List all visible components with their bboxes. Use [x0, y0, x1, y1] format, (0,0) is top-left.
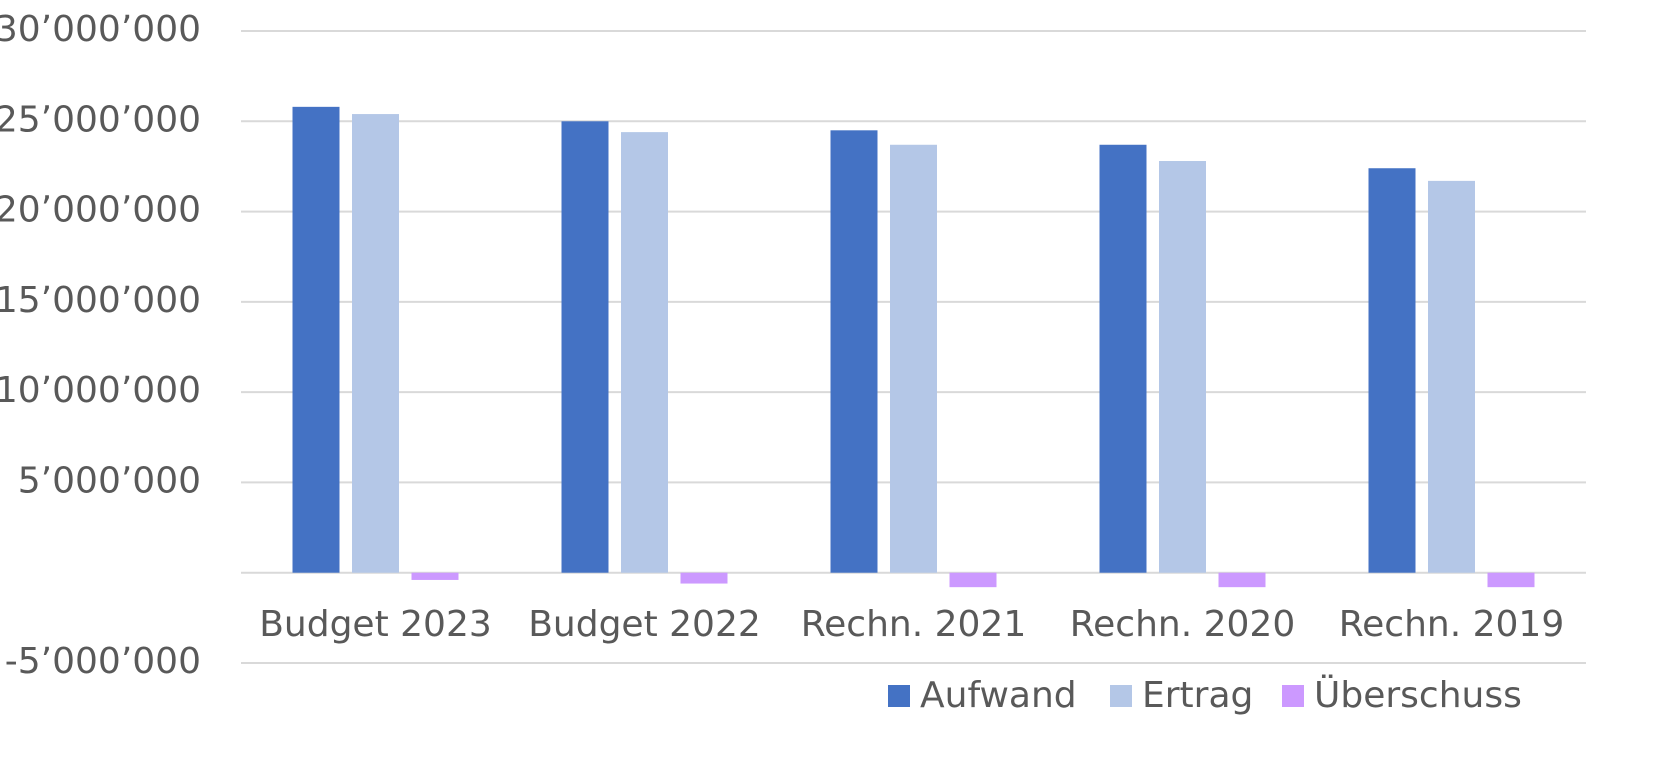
bar — [1159, 161, 1206, 573]
bar — [830, 130, 878, 573]
x-tick-label: Rechn. 2021 — [801, 604, 1026, 645]
y-tick-label: 5’000’000 — [18, 460, 201, 501]
bar — [890, 144, 937, 573]
legend-label: Aufwand — [920, 675, 1077, 716]
bar — [621, 132, 668, 573]
bar — [680, 572, 728, 584]
x-tick-label: Rechn. 2020 — [1070, 604, 1295, 645]
y-tick-label: -5’000’000 — [5, 641, 201, 682]
y-tick-label: 15’000’000 — [0, 280, 201, 321]
bar — [411, 572, 459, 580]
bar — [949, 572, 997, 588]
x-tick-label: Rechn. 2019 — [1339, 604, 1564, 645]
legend-swatch — [1282, 685, 1304, 707]
bar — [1368, 168, 1416, 573]
legend-label: Überschuss — [1314, 674, 1522, 716]
bar — [292, 106, 340, 573]
bar — [1099, 144, 1147, 573]
bar — [561, 121, 609, 573]
y-tick-label: 20’000’000 — [0, 190, 201, 231]
bar — [352, 114, 399, 573]
bar — [1487, 572, 1535, 588]
legend-swatch — [1110, 685, 1132, 707]
y-tick-label: 30’000’000 — [0, 9, 201, 50]
legend-swatch — [888, 685, 910, 707]
y-tick-label: 25’000’000 — [0, 99, 201, 140]
x-tick-label: Budget 2022 — [528, 604, 761, 645]
bar — [1218, 572, 1266, 588]
bar — [1428, 180, 1475, 573]
legend-label: Ertrag — [1142, 675, 1253, 716]
y-tick-label: 10’000’000 — [0, 370, 201, 411]
x-tick-label: Budget 2023 — [259, 604, 492, 645]
